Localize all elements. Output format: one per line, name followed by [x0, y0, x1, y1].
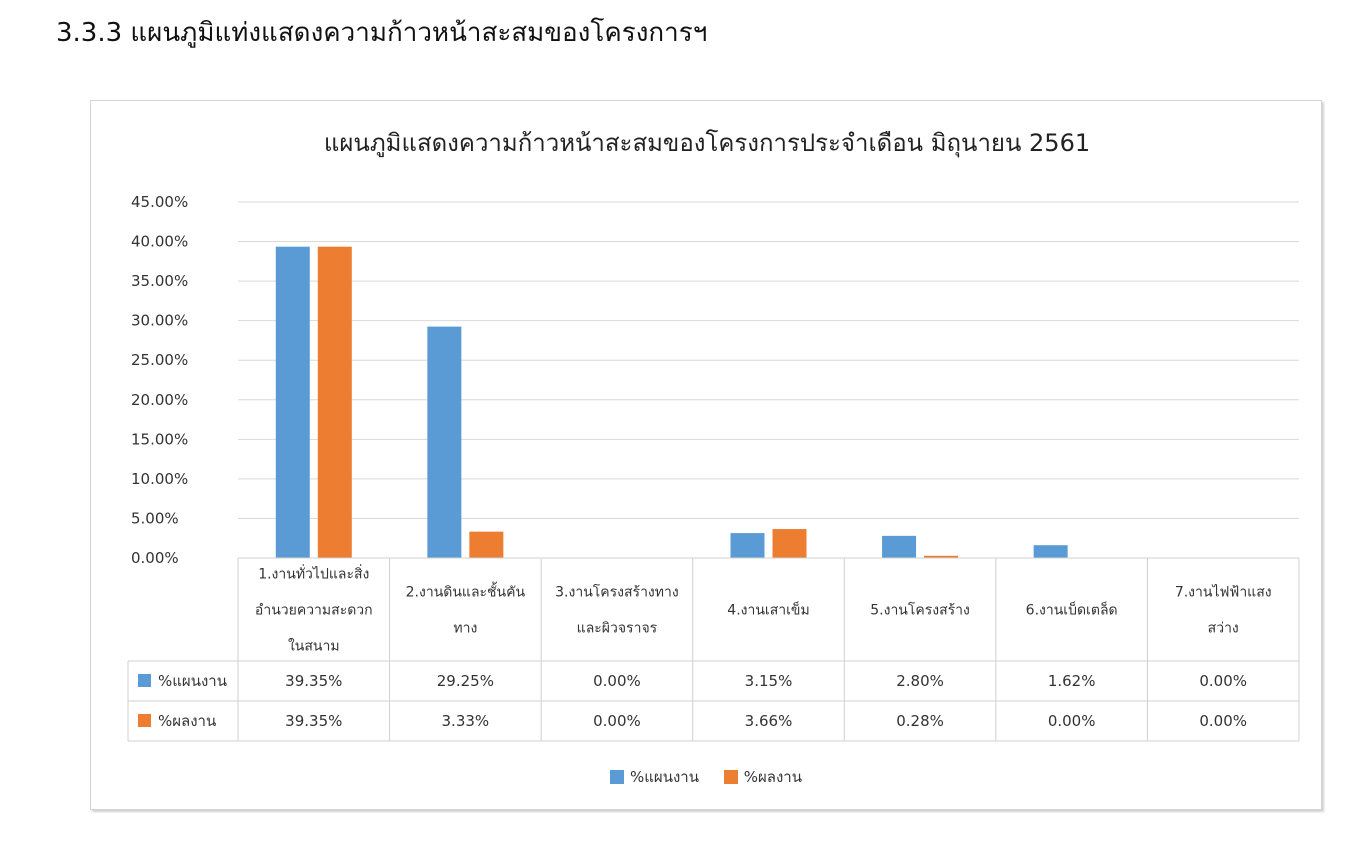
data-label: 39.35%	[285, 672, 342, 690]
data-label: 0.00%	[1199, 712, 1247, 730]
legend-swatch-plan	[610, 770, 624, 784]
category-label: 7.งานไฟฟ้าแสง	[1175, 584, 1272, 601]
y-tick-label: 40.00%	[131, 233, 188, 251]
data-label: 1.62%	[1048, 672, 1096, 690]
y-tick-label: 15.00%	[131, 430, 188, 448]
bar-plan	[882, 535, 917, 558]
bar-chart: แผนภูมิแสดงความก้าวหน้าสะสมของโครงการประ…	[127, 129, 1300, 742]
legend-label-actual: %ผลงาน	[743, 768, 802, 786]
y-tick-label: 5.00%	[131, 509, 179, 527]
category-label: 1.งานทั่วไปและสิ่ง	[258, 565, 369, 583]
y-tick-label: 20.00%	[131, 391, 188, 409]
category-label: 6.งานเบ็ดเตล็ด	[1026, 601, 1118, 619]
data-label: 2.80%	[896, 672, 944, 690]
category-label: ในสนาม	[288, 638, 340, 655]
y-tick-label: 10.00%	[131, 470, 188, 488]
bar-plan	[427, 326, 462, 558]
data-label: 39.35%	[285, 712, 342, 730]
bar-actual	[469, 531, 504, 558]
data-label: 3.66%	[745, 712, 793, 730]
data-label: 0.28%	[896, 712, 944, 730]
data-label: 0.00%	[1048, 712, 1096, 730]
bar-plan	[1033, 545, 1068, 558]
legend-label-plan: %แผนงาน	[630, 768, 699, 786]
category-label: 4.งานเสาเข็ม	[727, 601, 809, 619]
chart-title: แผนภูมิแสดงความก้าวหน้าสะสมของโครงการประ…	[324, 129, 1090, 158]
y-tick-label: 30.00%	[131, 312, 188, 330]
y-tick-label: 0.00%	[131, 549, 179, 567]
data-label: 0.00%	[1199, 672, 1247, 690]
y-tick-label: 35.00%	[131, 272, 188, 290]
legend-item-actual: %ผลงาน	[723, 765, 802, 789]
category-label: 3.งานโครงสร้างทาง	[555, 584, 679, 601]
category-label: 2.งานดินและชั้นคัน	[406, 582, 526, 601]
bar-actual	[317, 246, 352, 558]
category-label: อำนวยความสะดวก	[255, 603, 373, 619]
bar-actual	[924, 555, 959, 558]
bar-actual	[772, 529, 807, 558]
data-label: 0.00%	[593, 672, 641, 690]
category-label: และผิวจราจร	[577, 621, 658, 637]
table-legend-key	[138, 674, 151, 687]
legend-item-plan: %แผนงาน	[610, 765, 699, 789]
legend-swatch-actual	[723, 770, 738, 784]
data-label: 3.33%	[442, 712, 490, 730]
chart-container: แผนภูมิแสดงความก้าวหน้าสะสมของโครงการประ…	[90, 100, 1322, 810]
chart-legend: %แผนงาน %ผลงาน	[91, 765, 1321, 789]
bar-plan	[275, 246, 310, 558]
table-legend-key	[138, 714, 151, 727]
data-label: 0.00%	[593, 712, 641, 730]
category-label: ทาง	[453, 621, 477, 637]
data-label: 3.15%	[745, 672, 793, 690]
y-tick-label: 25.00%	[131, 351, 188, 369]
category-label: สว่าง	[1208, 621, 1239, 637]
section-heading: 3.3.3 แผนภูมิแท่งแสดงความก้าวหน้าสะสมของ…	[56, 18, 708, 48]
table-series-name: %แผนงาน	[158, 672, 227, 690]
data-label: 29.25%	[437, 672, 494, 690]
y-tick-label: 45.00%	[131, 193, 188, 211]
category-label: 5.งานโครงสร้าง	[870, 602, 970, 619]
bar-plan	[730, 533, 765, 558]
table-series-name: %ผลงาน	[158, 712, 216, 730]
